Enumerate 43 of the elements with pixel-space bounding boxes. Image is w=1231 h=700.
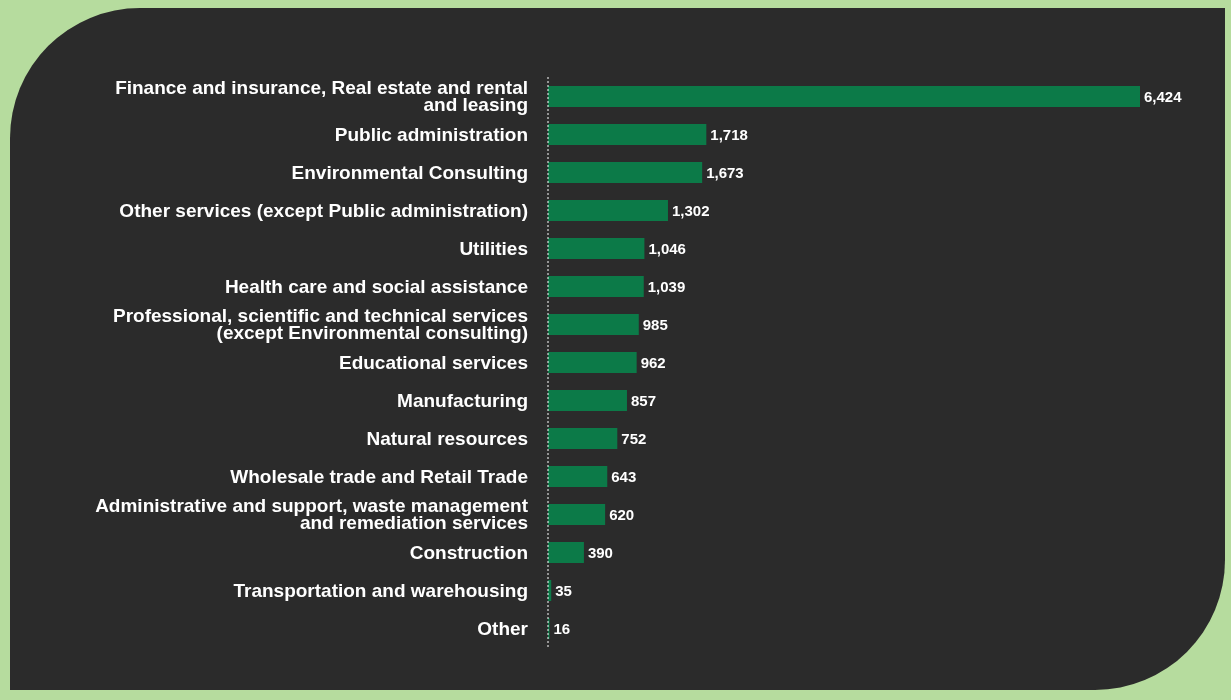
data-label: 962 (640, 353, 666, 371)
bar (548, 466, 608, 487)
data-label: 390 (587, 543, 613, 561)
data-label: 1,673 (706, 163, 744, 181)
data-label: 752 (621, 429, 647, 447)
y-tick-label: Environmental Consulting (291, 161, 528, 183)
y-tick-label: Finance and insurance, Real estate and rental and leasing (115, 77, 528, 116)
bar (548, 390, 627, 411)
y-tick-label: Other services (except Public administration) (119, 199, 528, 221)
bar (548, 542, 584, 563)
data-label: 1,302 (671, 201, 710, 219)
bar (548, 200, 668, 221)
y-tick-label: Construction (409, 541, 528, 563)
bar (548, 162, 703, 183)
y-tick-label: Other (477, 617, 529, 639)
data-label: 1,718 (710, 125, 748, 143)
bar (548, 504, 606, 525)
bar (548, 124, 707, 145)
y-tick-label: Educational services (338, 351, 528, 373)
bar (548, 428, 618, 449)
bar (548, 352, 637, 373)
data-label: 643 (611, 467, 637, 485)
y-tick-label: Public administration (334, 123, 528, 145)
y-tick-label: Natural resources (366, 427, 528, 449)
bar (548, 238, 645, 259)
y-tick-label: Professional, scientific and technical services (except Environmental consulting) (112, 305, 528, 344)
data-label: 985 (642, 315, 668, 333)
bar (548, 314, 639, 335)
data-label: 1,046 (648, 239, 686, 257)
data-label: 16 (553, 619, 571, 637)
y-tick-label: Administrative and support, waste management and remediation services (95, 495, 529, 534)
y-tick-label: Utilities (459, 237, 528, 259)
data-label: 857 (630, 391, 657, 409)
bar (548, 276, 644, 297)
data-label: 1,039 (647, 277, 686, 295)
y-tick-label: Health care and social assistance (224, 275, 528, 297)
y-tick-label: Transportation and warehousing (233, 579, 528, 601)
data-label: 6,424 (1144, 87, 1183, 105)
bar (548, 86, 1140, 107)
y-tick-label: Manufacturing (397, 389, 528, 411)
y-tick-label: Wholesale trade and Retail Trade (230, 465, 528, 487)
data-label: 620 (609, 505, 635, 523)
data-label: 35 (555, 581, 572, 599)
